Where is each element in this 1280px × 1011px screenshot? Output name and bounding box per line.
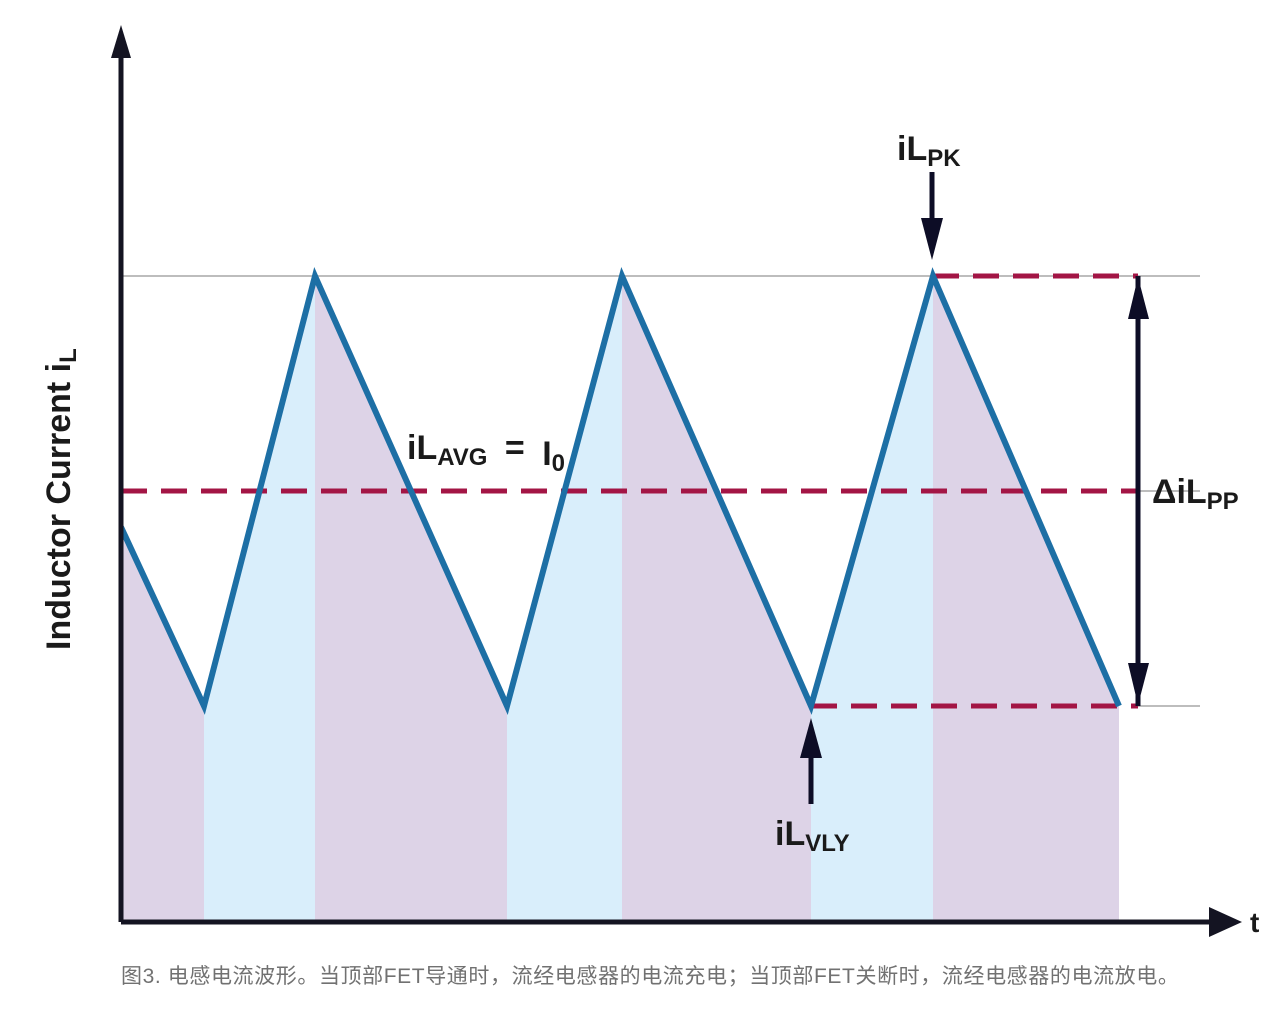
svg-text:iLAVG = I0: iLAVG = I0 [407, 429, 565, 477]
svg-text:iLPK: iLPK [897, 130, 961, 172]
svg-text:t: t [1250, 907, 1259, 938]
svg-text:图3. 电感电流波形。当顶部FET导通时，流经电感器的电流充: 图3. 电感电流波形。当顶部FET导通时，流经电感器的电流充电；当顶部FET关断… [121, 965, 1179, 988]
svg-text:ΔiLPP: ΔiLPP [1152, 473, 1239, 515]
svg-text:Inductor Current iL: Inductor Current iL [40, 348, 82, 650]
